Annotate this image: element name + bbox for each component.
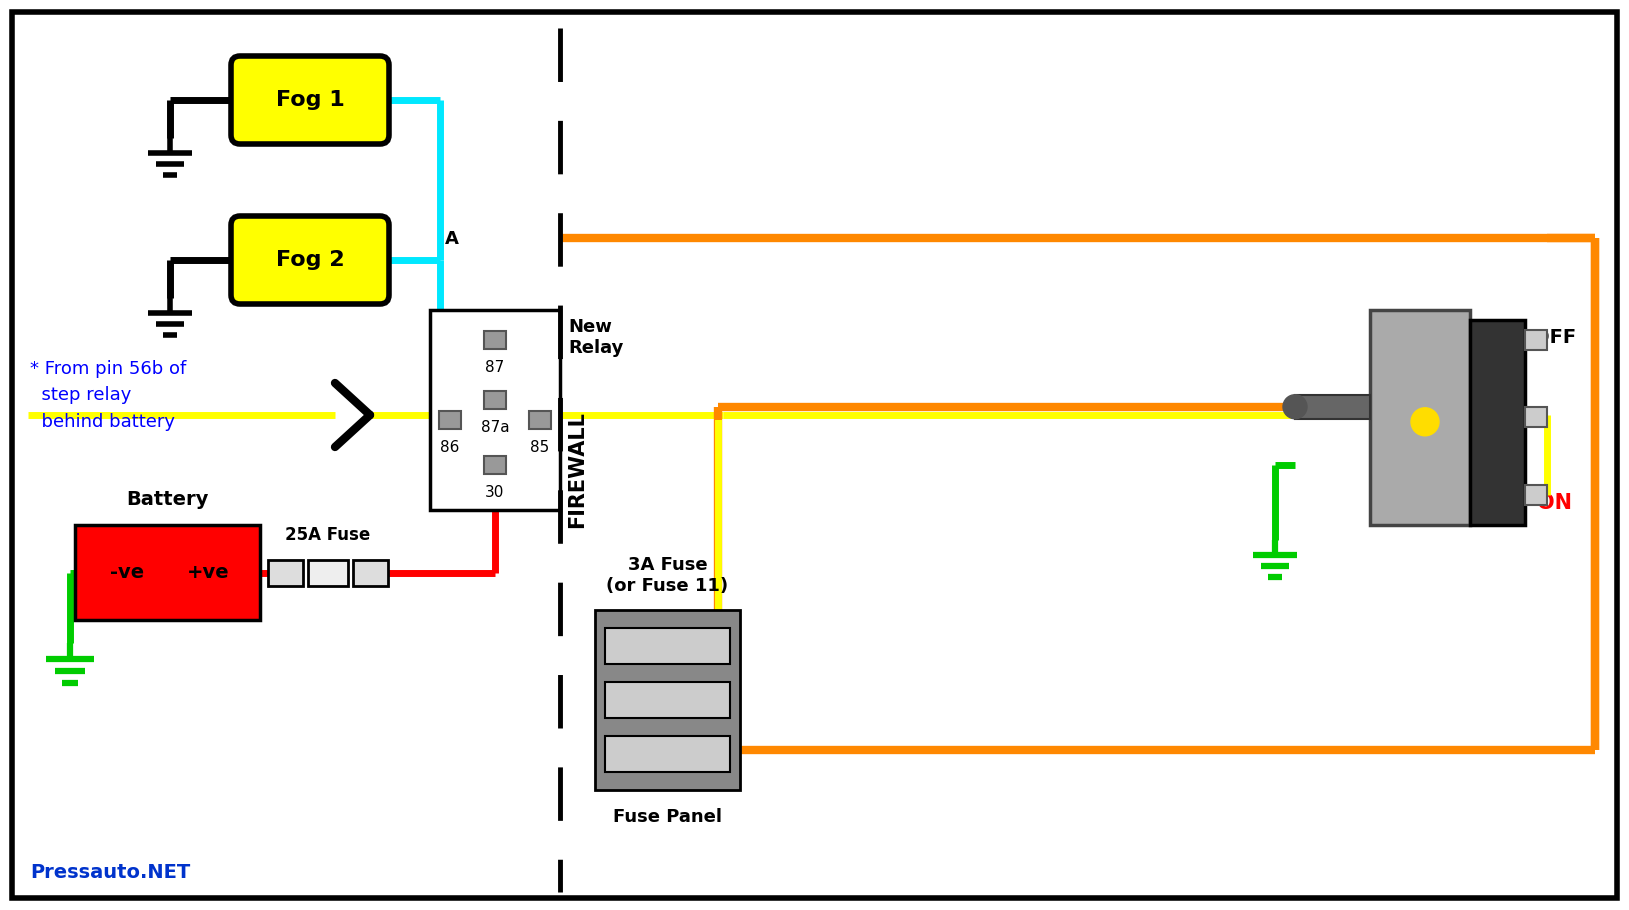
Text: 25A Fuse: 25A Fuse — [285, 527, 371, 544]
Bar — [529, 411, 551, 429]
Bar — [353, 560, 388, 585]
Bar — [604, 682, 730, 718]
Text: 86: 86 — [440, 440, 459, 455]
Text: * From pin 56b of
  step relay
  behind battery: * From pin 56b of step relay behind batt… — [29, 360, 186, 430]
Text: 3A Fuse
(or Fuse 11): 3A Fuse (or Fuse 11) — [606, 556, 728, 595]
Bar — [269, 560, 303, 585]
Bar — [1525, 330, 1548, 350]
Text: 87a: 87a — [481, 420, 510, 435]
Circle shape — [1284, 395, 1306, 419]
Text: OFF: OFF — [1533, 328, 1577, 347]
Text: Pressauto.NET: Pressauto.NET — [29, 863, 191, 882]
Bar — [1469, 320, 1525, 525]
Bar — [484, 331, 507, 349]
Bar — [438, 411, 461, 429]
Bar — [1370, 310, 1469, 525]
Text: ON: ON — [1538, 493, 1572, 513]
Text: Fog 1: Fog 1 — [275, 90, 344, 110]
Bar — [604, 628, 730, 664]
Text: Battery: Battery — [127, 490, 209, 509]
Bar — [595, 610, 740, 790]
Text: Fog 2: Fog 2 — [275, 250, 344, 270]
Circle shape — [1411, 408, 1438, 436]
Text: +ve: +ve — [187, 563, 230, 582]
Bar — [308, 560, 349, 585]
Text: 85: 85 — [531, 440, 549, 455]
Bar — [1525, 485, 1548, 505]
Bar — [1525, 407, 1548, 427]
Text: A: A — [445, 230, 459, 248]
Bar — [604, 736, 730, 772]
FancyBboxPatch shape — [231, 216, 389, 304]
FancyBboxPatch shape — [231, 56, 389, 144]
Text: 30: 30 — [485, 485, 505, 500]
Bar — [484, 391, 507, 409]
Text: Fuse Panel: Fuse Panel — [613, 808, 722, 826]
Text: FIREWALL: FIREWALL — [567, 411, 586, 529]
Bar — [75, 525, 261, 620]
Text: 87: 87 — [485, 360, 505, 375]
Text: New
Relay: New Relay — [569, 318, 624, 357]
Bar — [1295, 395, 1370, 419]
Bar — [430, 310, 560, 510]
Bar — [484, 456, 507, 474]
Text: -ve: -ve — [109, 563, 143, 582]
